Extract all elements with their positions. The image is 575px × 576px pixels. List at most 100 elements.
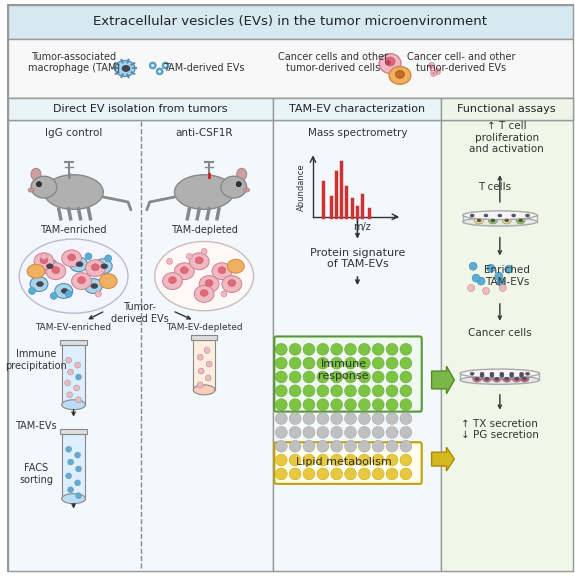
Ellipse shape xyxy=(28,188,34,192)
Circle shape xyxy=(68,487,74,492)
Ellipse shape xyxy=(181,267,188,274)
Circle shape xyxy=(236,181,242,187)
Text: TAM-derived EVs: TAM-derived EVs xyxy=(163,63,244,74)
Ellipse shape xyxy=(488,370,496,377)
Ellipse shape xyxy=(99,274,117,289)
Circle shape xyxy=(204,347,210,353)
Ellipse shape xyxy=(115,60,135,77)
Circle shape xyxy=(201,248,207,255)
Circle shape xyxy=(75,452,80,458)
Circle shape xyxy=(372,399,384,411)
Circle shape xyxy=(303,440,315,452)
Ellipse shape xyxy=(36,282,44,286)
Circle shape xyxy=(198,368,204,374)
Circle shape xyxy=(400,412,412,425)
Ellipse shape xyxy=(498,214,502,217)
Circle shape xyxy=(221,291,227,297)
FancyArrow shape xyxy=(432,366,454,394)
FancyBboxPatch shape xyxy=(274,442,421,484)
Circle shape xyxy=(372,468,384,480)
Circle shape xyxy=(386,399,398,411)
Bar xyxy=(8,98,273,120)
Circle shape xyxy=(317,385,329,397)
Circle shape xyxy=(331,357,343,369)
Ellipse shape xyxy=(517,372,526,379)
Circle shape xyxy=(482,287,489,294)
Circle shape xyxy=(428,63,435,69)
Ellipse shape xyxy=(482,375,492,382)
Circle shape xyxy=(358,371,370,383)
Bar xyxy=(8,5,573,39)
Circle shape xyxy=(317,399,329,411)
Text: IgG control: IgG control xyxy=(45,128,102,138)
Ellipse shape xyxy=(62,494,86,503)
Text: Mass spectrometry: Mass spectrometry xyxy=(308,128,407,138)
Circle shape xyxy=(66,473,72,479)
Ellipse shape xyxy=(523,212,532,219)
Circle shape xyxy=(66,357,72,363)
Circle shape xyxy=(186,253,192,259)
Circle shape xyxy=(400,385,412,397)
Circle shape xyxy=(358,343,370,355)
Ellipse shape xyxy=(218,267,226,274)
Text: Extracellular vesicles (EVs) in the tumor microenvironment: Extracellular vesicles (EVs) in the tumo… xyxy=(93,16,487,28)
Circle shape xyxy=(303,399,315,411)
Circle shape xyxy=(400,454,412,466)
Ellipse shape xyxy=(34,253,54,270)
Ellipse shape xyxy=(237,168,247,180)
Ellipse shape xyxy=(512,375,521,382)
Circle shape xyxy=(289,371,301,383)
Circle shape xyxy=(487,264,495,272)
Circle shape xyxy=(303,454,315,466)
Ellipse shape xyxy=(489,217,497,224)
Text: ↑ TX secretion
↓ PG secretion: ↑ TX secretion ↓ PG secretion xyxy=(461,419,539,440)
Ellipse shape xyxy=(474,217,484,224)
Circle shape xyxy=(372,440,384,452)
Text: Cancer cells and other
tumor-derived cells: Cancer cells and other tumor-derived cel… xyxy=(278,52,388,73)
Circle shape xyxy=(331,440,343,452)
Ellipse shape xyxy=(68,254,75,261)
Ellipse shape xyxy=(473,375,481,382)
Ellipse shape xyxy=(194,286,214,302)
Circle shape xyxy=(197,354,203,360)
Circle shape xyxy=(372,343,384,355)
Circle shape xyxy=(289,357,301,369)
Circle shape xyxy=(205,375,211,381)
Ellipse shape xyxy=(40,259,58,274)
Ellipse shape xyxy=(491,219,495,222)
Ellipse shape xyxy=(70,257,87,272)
Circle shape xyxy=(386,357,398,369)
Text: ↑ T cell
proliferation
and activation: ↑ T cell proliferation and activation xyxy=(469,121,544,154)
Ellipse shape xyxy=(174,175,234,210)
Circle shape xyxy=(74,385,79,391)
Circle shape xyxy=(275,371,287,383)
Text: Enriched
TAM-EVs: Enriched TAM-EVs xyxy=(484,266,530,287)
Ellipse shape xyxy=(470,214,474,217)
Ellipse shape xyxy=(72,272,91,290)
Ellipse shape xyxy=(168,276,177,283)
Circle shape xyxy=(152,65,154,67)
Ellipse shape xyxy=(47,264,53,269)
Circle shape xyxy=(344,343,356,355)
Circle shape xyxy=(67,392,72,398)
Ellipse shape xyxy=(222,276,242,293)
Circle shape xyxy=(197,382,203,388)
Text: FACS
sorting: FACS sorting xyxy=(19,463,53,485)
Ellipse shape xyxy=(500,374,504,377)
Ellipse shape xyxy=(200,290,208,297)
Ellipse shape xyxy=(505,219,509,222)
Ellipse shape xyxy=(31,176,57,198)
Circle shape xyxy=(162,62,169,69)
Ellipse shape xyxy=(478,372,486,379)
Circle shape xyxy=(303,426,315,438)
Ellipse shape xyxy=(19,239,128,313)
Ellipse shape xyxy=(101,264,108,269)
Circle shape xyxy=(289,454,301,466)
Ellipse shape xyxy=(27,264,45,278)
Ellipse shape xyxy=(470,372,474,375)
Bar xyxy=(60,430,87,434)
Ellipse shape xyxy=(52,267,60,274)
Ellipse shape xyxy=(477,219,481,222)
Circle shape xyxy=(400,371,412,383)
Bar xyxy=(8,98,573,120)
